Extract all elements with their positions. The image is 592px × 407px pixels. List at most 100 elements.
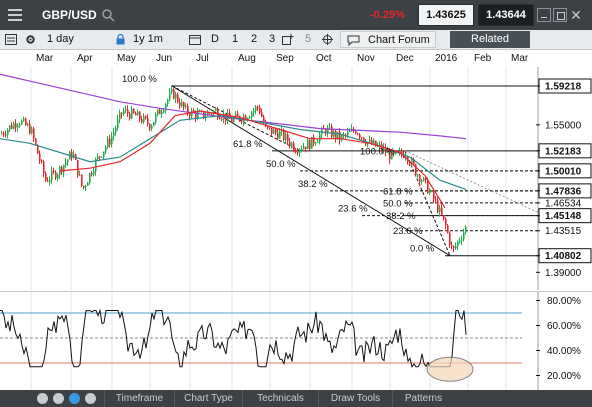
candle-body bbox=[27, 124, 29, 126]
candlestick-chart[interactable]: 100.0 %61.8 %50.0 %38.2 %23.6 %0.0 %100.… bbox=[0, 67, 592, 290]
gear-icon[interactable] bbox=[25, 34, 36, 45]
candle-body bbox=[161, 112, 163, 115]
close-button[interactable]: ✕ bbox=[570, 7, 582, 23]
minimize-button[interactable] bbox=[537, 8, 551, 22]
candle-body bbox=[89, 173, 91, 183]
candle-body bbox=[15, 123, 17, 128]
month-label: Mar bbox=[36, 53, 54, 64]
candle-body bbox=[305, 146, 307, 149]
price-axis-label: 1.47836 bbox=[545, 186, 582, 197]
candle-body bbox=[179, 102, 181, 107]
layout-d-button[interactable]: D bbox=[211, 33, 219, 45]
candle-body bbox=[285, 134, 287, 140]
candle-body bbox=[425, 177, 427, 180]
pencil-icon[interactable] bbox=[69, 393, 80, 404]
candle-body bbox=[329, 126, 331, 128]
candle-body bbox=[77, 159, 79, 176]
period-selector[interactable]: 1 day bbox=[47, 33, 74, 45]
month-label: Feb bbox=[474, 53, 492, 64]
crosshair-icon[interactable] bbox=[322, 34, 333, 45]
related-button[interactable]: Related bbox=[450, 31, 530, 48]
candle-body bbox=[273, 129, 275, 134]
layout-2-button[interactable]: 2 bbox=[251, 33, 258, 45]
candle-body bbox=[95, 159, 97, 172]
candle-body bbox=[295, 150, 297, 153]
candle-body bbox=[181, 102, 183, 107]
candle-body bbox=[281, 129, 283, 132]
menu-line bbox=[8, 9, 22, 11]
candle-body bbox=[57, 174, 59, 179]
time-axis: Mar Apr May Jun Jul Aug Sep Oct Nov Dec 2016 Feb Mar bbox=[0, 50, 538, 67]
candle-body bbox=[169, 92, 171, 100]
month-label: Jul bbox=[196, 53, 209, 64]
price-axis-label: 1.59218 bbox=[545, 82, 582, 93]
candle-body bbox=[375, 140, 377, 147]
candle-body bbox=[319, 134, 321, 142]
candle-body bbox=[51, 170, 53, 180]
trash-icon[interactable] bbox=[85, 393, 96, 404]
layout-5-button[interactable]: 5 bbox=[305, 33, 312, 45]
candle-body bbox=[457, 241, 459, 246]
bottom-toolbar: Timeframe Chart Type Technicals Draw Tools P… bbox=[0, 390, 592, 407]
no-icon[interactable] bbox=[53, 393, 64, 404]
chart-forum-label: Chart Forum bbox=[368, 34, 430, 46]
candle-body bbox=[135, 112, 137, 116]
candle-body bbox=[33, 128, 35, 139]
candle-body bbox=[13, 123, 15, 129]
fibonacci-label: 23.6 % bbox=[338, 204, 368, 215]
price-chart[interactable]: 100.0 % 61.8 % 50.0 % 38.2 % 23.6 % 0.0 % 100.… bbox=[0, 67, 592, 290]
chart-forum-button[interactable]: Chart Forum bbox=[340, 31, 436, 48]
candle-body bbox=[363, 137, 365, 142]
bottom-tab-patterns[interactable]: Patterns bbox=[392, 390, 454, 407]
fibonacci-label: 23.6 % bbox=[393, 226, 423, 237]
bottom-tab-timeframe[interactable]: Timeframe bbox=[104, 390, 174, 407]
restore-button[interactable] bbox=[553, 8, 567, 22]
candle-body bbox=[191, 110, 193, 117]
candle-body bbox=[275, 129, 277, 133]
candle-body bbox=[211, 113, 213, 115]
candle-body bbox=[383, 147, 385, 151]
calendar-icon[interactable] bbox=[189, 34, 201, 45]
chart-settings-icon[interactable] bbox=[5, 34, 17, 45]
candle-body bbox=[331, 126, 333, 137]
bottom-tab-chart-type[interactable]: Chart Type bbox=[174, 390, 242, 407]
candle-body bbox=[117, 119, 119, 129]
candle-body bbox=[197, 111, 199, 119]
bid-price-button[interactable]: 1.43625 bbox=[418, 4, 474, 26]
candle-body bbox=[73, 154, 75, 158]
candle-body bbox=[321, 128, 323, 135]
oscillator-chart[interactable]: 80.00% 60.00% 40.00% 20.00% bbox=[0, 291, 592, 390]
range-selector[interactable]: 1y 1m bbox=[133, 33, 163, 45]
month-label: Mar bbox=[511, 53, 529, 64]
candle-body bbox=[341, 135, 343, 141]
osc-axis-label: 20.00% bbox=[547, 371, 581, 382]
candle-body bbox=[137, 111, 139, 116]
candle-body bbox=[125, 109, 127, 111]
candle-body bbox=[289, 141, 291, 147]
candle-body bbox=[9, 125, 11, 130]
refresh-icon[interactable] bbox=[37, 393, 48, 404]
oscillator-plot[interactable]: 80.00% 60.00% 40.00% 20.00% bbox=[0, 292, 592, 390]
candle-body bbox=[167, 99, 169, 105]
layout-1-button[interactable]: 1 bbox=[232, 33, 239, 45]
search-icon[interactable] bbox=[101, 8, 115, 22]
candle-body bbox=[399, 150, 401, 153]
add-chart-icon[interactable] bbox=[282, 34, 294, 45]
lock-icon[interactable] bbox=[116, 34, 125, 45]
menu-button[interactable] bbox=[0, 0, 30, 30]
instrument-symbol[interactable]: GBP/USD bbox=[42, 8, 97, 22]
layout-3-button[interactable]: 3 bbox=[269, 33, 276, 45]
candle-body bbox=[411, 159, 413, 165]
candle-body bbox=[147, 118, 149, 124]
candle-body bbox=[413, 159, 415, 165]
candle-body bbox=[49, 179, 51, 182]
ask-price-button[interactable]: 1.43644 bbox=[478, 4, 534, 26]
candle-body bbox=[3, 133, 5, 135]
candle-body bbox=[315, 142, 317, 144]
candle-body bbox=[107, 138, 109, 148]
candle-body bbox=[29, 124, 31, 134]
bottom-tab-technicals[interactable]: Technicals bbox=[242, 390, 318, 407]
candle-body bbox=[61, 167, 63, 173]
candle-body bbox=[287, 134, 289, 142]
bottom-tab-draw-tools[interactable]: Draw Tools bbox=[318, 390, 392, 407]
